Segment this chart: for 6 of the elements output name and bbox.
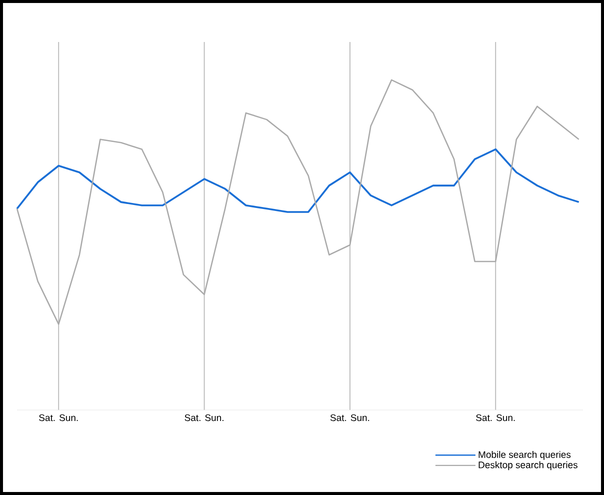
x-tick-label: Sat. Sun. [330, 414, 370, 422]
x-tick-label: Sat. Sun. [184, 414, 224, 422]
legend-label: Desktop search queries [478, 461, 578, 470]
legend-label: Mobile search queries [478, 450, 571, 460]
x-tick-label: Sat. Sun. [476, 414, 515, 422]
x-tick-label: Sat. Sun. [39, 414, 78, 422]
